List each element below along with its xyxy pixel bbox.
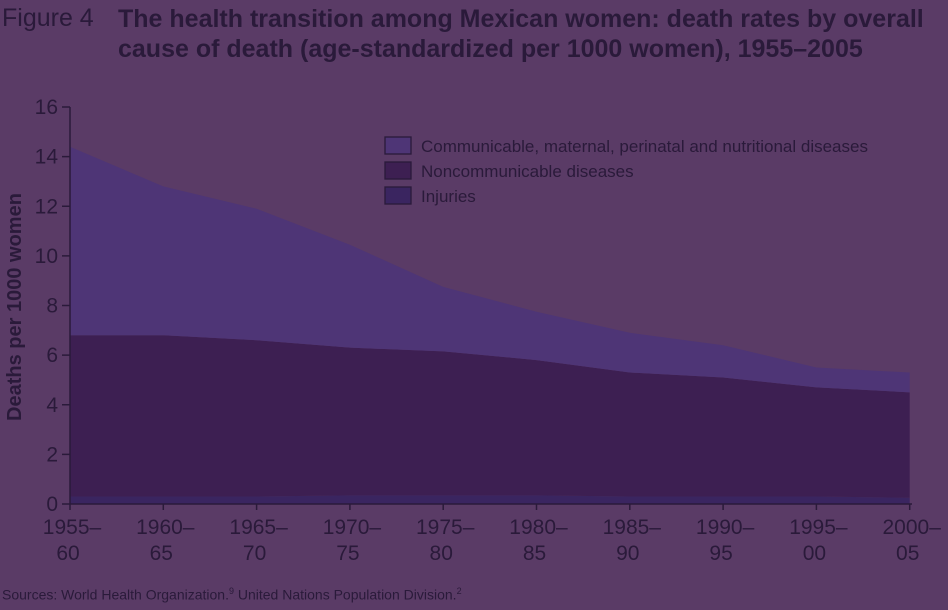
y-tick-label: 4 (46, 394, 58, 417)
x-tick-label: 1965– 70 (229, 516, 288, 565)
area-series-group (70, 146, 910, 504)
x-tick-label: 1960– 65 (136, 516, 195, 565)
y-tick-label: 12 (35, 195, 58, 218)
source-note: Sources: World Health Organization.9 Uni… (2, 586, 462, 603)
area-series-2 (70, 335, 910, 498)
legend-swatch-1 (384, 136, 412, 155)
x-tick-label: 1975– 80 (416, 516, 475, 565)
y-tick-label: 14 (35, 146, 59, 169)
source-text-2: United Nations Population Division. (233, 586, 457, 603)
legend-label-1: Communicable, maternal, perinatal and nu… (421, 137, 868, 156)
x-tick-label: 2000– 05 (882, 516, 941, 565)
axes-group: 0 2 4 6 8 10 12 14 16 1955– 60 1960– 65 1965– 70 1970– 7… (35, 96, 942, 565)
x-tick-label: 1990– 95 (696, 516, 755, 565)
legend-swatch-2 (384, 161, 412, 180)
legend: Communicable, maternal, perinatal and nu… (384, 136, 868, 206)
source-ref-1: 9 (228, 586, 234, 596)
y-tick-label: 8 (46, 295, 58, 318)
legend-swatch-3 (384, 186, 412, 205)
x-tick-label: 1970– 75 (323, 516, 382, 565)
area-series-1 (70, 495, 910, 504)
y-tick-label: 0 (46, 493, 58, 516)
y-tick-label: 10 (35, 245, 58, 268)
source-text-1: Sources: World Health Organization. (2, 586, 229, 603)
x-tick-label: 1985– 90 (603, 516, 662, 565)
figure-label: Figure 4 (2, 4, 94, 32)
y-tick-label: 16 (35, 96, 58, 119)
source-ref-2: 2 (456, 586, 462, 596)
chart-title: The health transition among Mexican wome… (118, 5, 924, 63)
area-series-3 (70, 146, 910, 393)
x-tick-label: 1995– 00 (789, 516, 848, 565)
x-tick-label: 1980– 85 (509, 516, 568, 565)
y-tick-label: 2 (46, 443, 58, 466)
x-tick-label: 1955– 60 (43, 516, 102, 565)
legend-label-3: Injuries (421, 187, 476, 206)
y-tick-label: 6 (46, 344, 58, 367)
legend-label-2: Noncommunicable diseases (421, 162, 634, 181)
y-axis-title: Deaths per 1000 women (4, 193, 26, 421)
